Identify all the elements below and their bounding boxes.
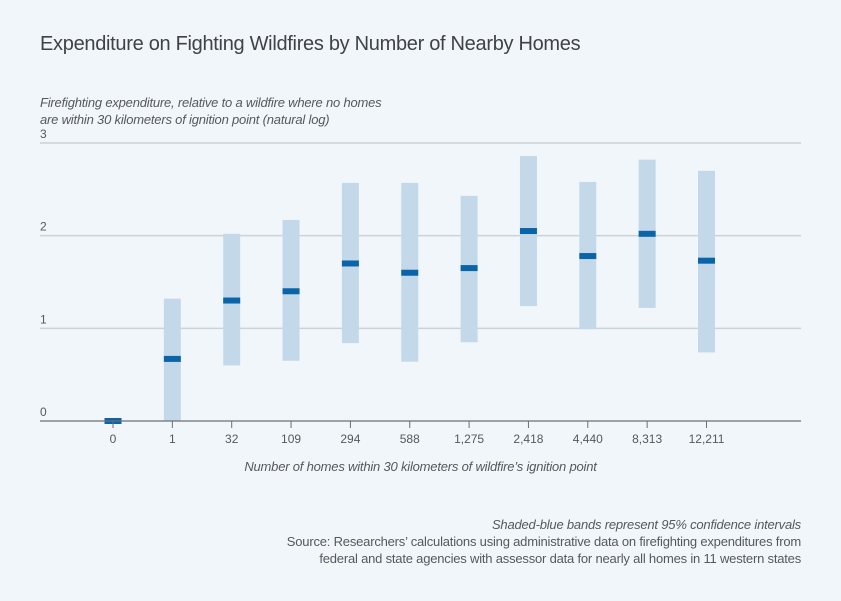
y-tick-label-0: 0 (40, 405, 47, 419)
x-tick-label-294: 294 (340, 432, 360, 446)
point-estimate-1,275 (460, 265, 478, 272)
x-tick-label-32: 32 (225, 432, 239, 446)
chart-notes: Shaded-blue bands represent 95% confiden… (287, 516, 801, 567)
y-axis-label: Firefighting expenditure, relative to a … (40, 94, 382, 128)
point-estimate-294 (341, 260, 359, 267)
x-tick-label-1,275: 1,275 (454, 432, 484, 446)
x-tick-label-4,440: 4,440 (573, 432, 603, 446)
x-tick-label-2,418: 2,418 (513, 432, 543, 446)
x-tick-label-8,313: 8,313 (632, 432, 662, 446)
point-estimate-4,440 (579, 253, 597, 260)
point-estimate-12,211 (698, 257, 715, 264)
x-axis-label: Number of homes within 30 kilometers of … (244, 459, 597, 474)
confidence-bands (163, 155, 715, 421)
x-tick-label-588: 588 (400, 432, 420, 446)
gridlines (40, 142, 801, 330)
chart-title: Expenditure on Fighting Wildfires by Num… (40, 33, 581, 55)
point-estimate-2,418 (519, 228, 537, 235)
x-tick-label-1: 1 (169, 432, 176, 446)
point-estimate-32 (223, 297, 241, 304)
x-tick-label-109: 109 (281, 432, 301, 446)
x-tick-label-12,211: 12,211 (689, 432, 725, 446)
source-line-2: federal and state agencies with assessor… (319, 551, 801, 566)
point-estimate-588 (401, 269, 419, 276)
x-tick-label-0: 0 (110, 432, 117, 446)
point-estimate-1 (163, 355, 181, 362)
y-axis-label-line-1: Firefighting expenditure, relative to a … (40, 95, 382, 110)
axes: 0 1 2 3 0 1 32 109 294 588 1,275 2,418 4,440 8,313 12,… (40, 127, 801, 446)
y-tick-label-3: 3 (40, 127, 47, 141)
point-estimate-109 (282, 288, 300, 295)
y-tick-label-2: 2 (40, 220, 47, 234)
y-axis-label-line-2: are within 30 kilometers of ignition poi… (40, 112, 330, 127)
y-tick-label-1: 1 (40, 312, 47, 326)
ci-note: Shaded-blue bands represent 95% confiden… (491, 517, 801, 532)
point-estimate-8,313 (638, 230, 656, 237)
source-line-1: Source: Researchers’ calculations using … (286, 534, 801, 549)
